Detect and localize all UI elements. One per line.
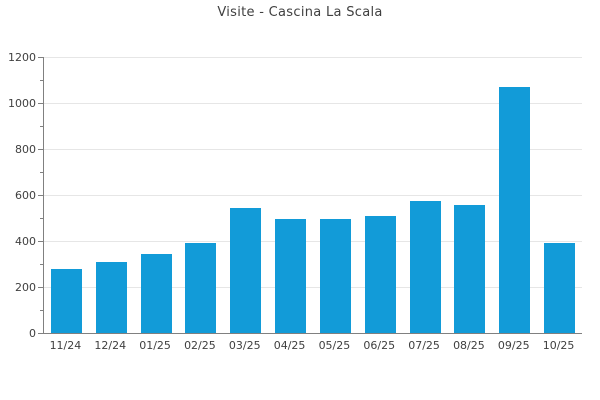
y-tick-mark: [38, 241, 43, 242]
y-tick-label: 1000: [8, 97, 36, 110]
gridline-1000: [44, 103, 582, 104]
y-minor-tick-mark: [40, 172, 43, 173]
gridline-200: [44, 287, 582, 288]
y-tick-label: 600: [15, 189, 36, 202]
x-tick-label: 09/25: [497, 339, 530, 352]
gridline-600: [44, 195, 582, 196]
plot-area: [43, 57, 582, 334]
bar-11/24: [50, 268, 82, 333]
y-minor-tick-mark: [40, 126, 43, 127]
bar-03/25: [230, 207, 262, 333]
y-tick-label: 200: [15, 281, 36, 294]
x-tick-label: 08/25: [453, 339, 485, 352]
bar-12/24: [95, 261, 127, 333]
bar-04/25: [275, 219, 307, 333]
y-tick-label: 800: [15, 143, 36, 156]
bar-01/25: [140, 253, 172, 333]
gridline-1200: [44, 57, 582, 58]
y-tick-mark: [38, 149, 43, 150]
chart-title: Visite - Cascina La Scala: [217, 5, 383, 20]
bar-10/25: [544, 243, 576, 333]
y-tick-mark: [38, 57, 43, 58]
x-tick-label: 12/24: [94, 339, 127, 352]
bar-02/25: [185, 243, 217, 333]
y-tick-mark: [38, 287, 43, 288]
bar-08/25: [454, 205, 486, 333]
x-tick-label: 10/25: [542, 339, 575, 352]
x-tick-label: 06/25: [363, 339, 396, 352]
x-tick-label: 03/25: [228, 339, 261, 352]
y-minor-tick-mark: [40, 310, 43, 311]
bar-09/25: [499, 86, 531, 333]
bar-07/25: [409, 200, 441, 333]
x-tick-label: 01/25: [139, 339, 171, 352]
gridline-800: [44, 149, 582, 150]
y-tick-mark: [38, 103, 43, 104]
x-tick-label: 11/24: [49, 339, 82, 352]
y-minor-tick-mark: [40, 218, 43, 219]
y-tick-label: 0: [29, 327, 36, 340]
bar-06/25: [364, 215, 396, 333]
y-tick-label: 1200: [8, 51, 36, 64]
gridline-400: [44, 241, 582, 242]
y-tick-mark: [38, 195, 43, 196]
x-tick-label: 02/25: [184, 339, 216, 352]
bar-05/25: [319, 219, 351, 333]
y-minor-tick-mark: [40, 80, 43, 81]
y-tick-label: 400: [15, 235, 36, 248]
y-minor-tick-mark: [40, 264, 43, 265]
x-tick-label: 04/25: [273, 339, 306, 352]
x-tick-label: 05/25: [318, 339, 351, 352]
y-tick-mark: [38, 333, 43, 334]
x-tick-label: 07/25: [408, 339, 440, 352]
